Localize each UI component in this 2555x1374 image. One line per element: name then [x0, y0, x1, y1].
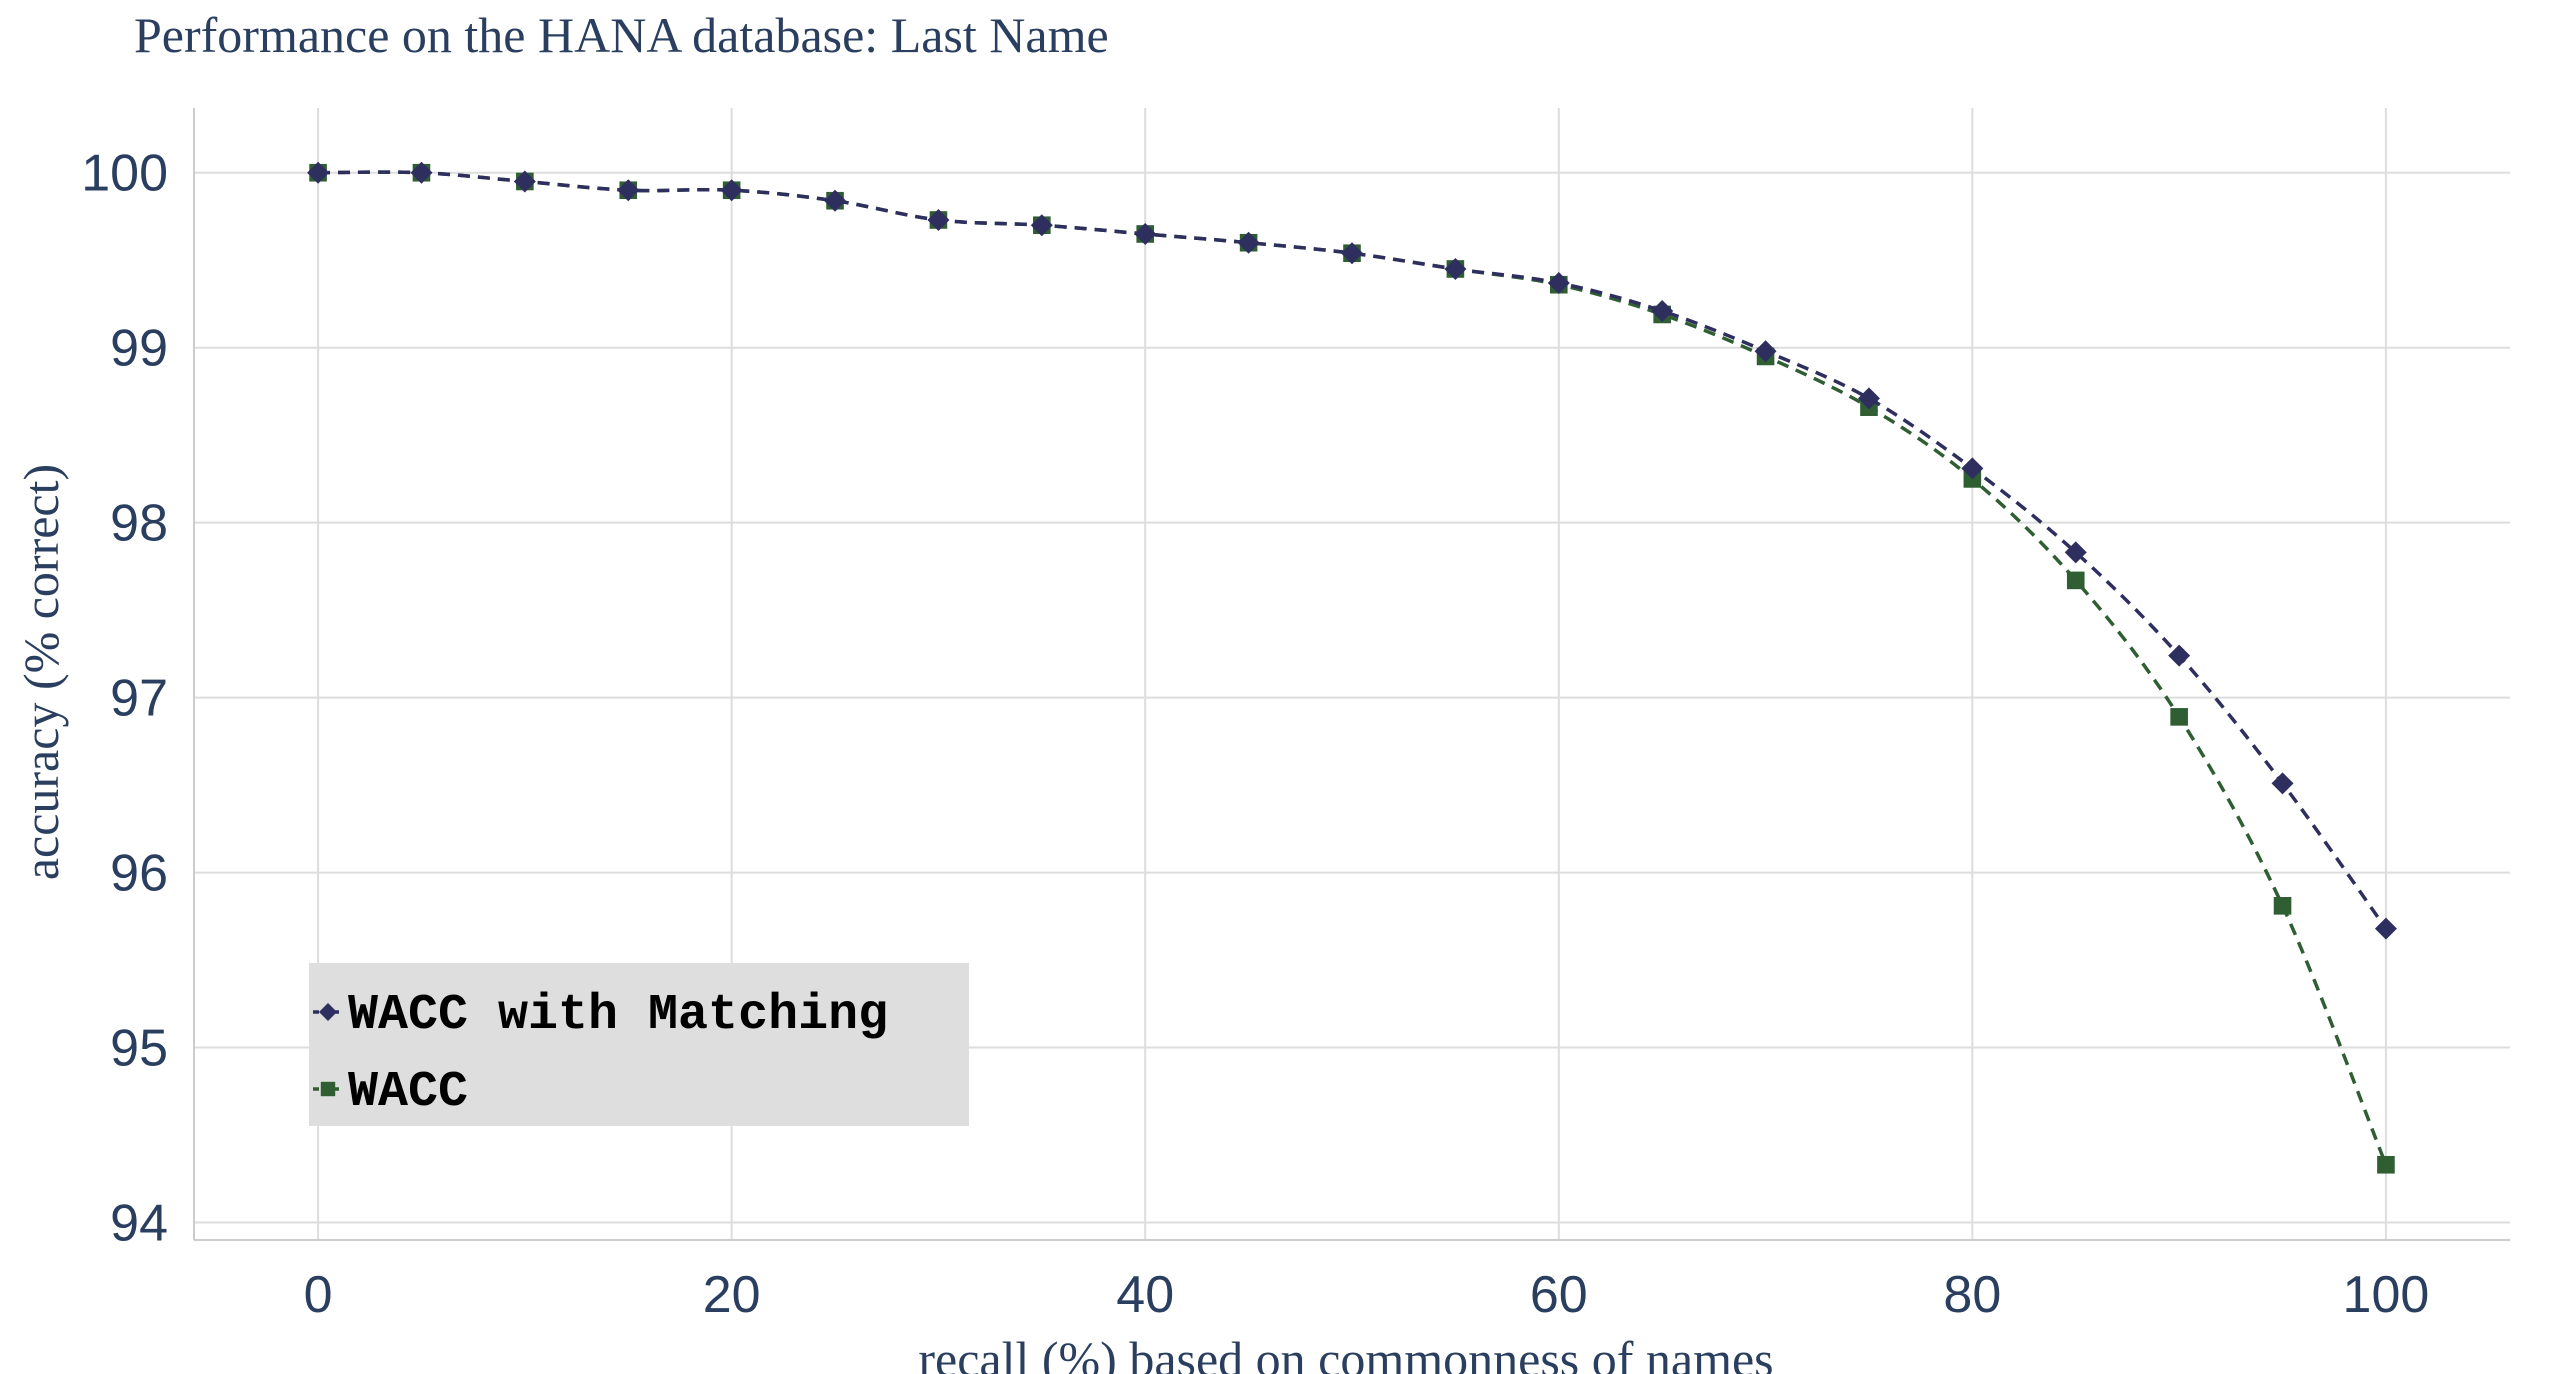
data-point	[2374, 917, 2397, 940]
data-point	[1341, 242, 1363, 265]
data-point	[1754, 340, 1777, 363]
chart-title: Performance on the HANA database: Last N…	[134, 7, 1109, 63]
data-point	[1134, 222, 1157, 245]
x-tick-label: 100	[2343, 1266, 2430, 1324]
x-tick-label: 80	[1943, 1266, 2001, 1324]
legend: WACC with Matching WACC	[309, 963, 969, 1126]
x-tick-label: 0	[304, 1266, 333, 1324]
legend-label: WACC with Matching	[348, 987, 888, 1044]
series-0	[307, 161, 2397, 940]
y-tick-label: 95	[110, 1020, 168, 1078]
data-point	[927, 208, 950, 231]
legend-background	[309, 963, 969, 1126]
data-point	[824, 189, 847, 212]
data-point	[410, 161, 433, 184]
data-point	[2064, 541, 2087, 564]
y-tick-label: 96	[110, 845, 168, 903]
axes: 0 20 40 60 80 100 94 95 96 97 98 99 100	[81, 108, 2510, 1324]
data-point	[1857, 387, 1880, 410]
y-tick-label: 97	[110, 670, 168, 728]
legend-item: WACC	[313, 1064, 468, 1121]
y-tick-label: 99	[110, 320, 168, 378]
legend-label: WACC	[348, 1064, 468, 1121]
data-point	[1547, 271, 1570, 294]
y-tick-label: 94	[110, 1195, 168, 1253]
series-layer	[307, 161, 2397, 1174]
x-axis-label: recall (%) based on commonness of names	[918, 1331, 1773, 1374]
data-point	[2170, 708, 2188, 726]
data-point	[1030, 214, 1053, 237]
data-point	[1961, 457, 1984, 480]
series-line	[318, 170, 2388, 930]
y-tick-label: 98	[110, 495, 168, 553]
data-point	[1651, 299, 1674, 322]
data-point	[720, 179, 743, 202]
x-tick-label: 60	[1530, 1266, 1588, 1324]
grid	[194, 108, 2510, 1240]
data-point	[2168, 644, 2191, 667]
data-point	[2377, 1155, 2395, 1174]
data-point	[513, 170, 536, 193]
data-point	[2066, 571, 2085, 590]
data-point	[307, 161, 330, 184]
data-point	[1237, 231, 1260, 254]
x-tick-label: 40	[1116, 1266, 1174, 1324]
x-tick-label: 20	[703, 1266, 761, 1324]
data-point	[617, 179, 640, 202]
data-point	[2271, 772, 2294, 795]
y-tick-label: 100	[81, 145, 168, 203]
legend-marker	[319, 1003, 337, 1021]
data-point	[1444, 257, 1467, 280]
data-point	[2273, 897, 2292, 915]
legend-marker	[320, 1081, 336, 1097]
legend-item: WACC with Matching	[313, 987, 888, 1044]
y-axis-label: accuracy (% correct)	[13, 464, 69, 880]
